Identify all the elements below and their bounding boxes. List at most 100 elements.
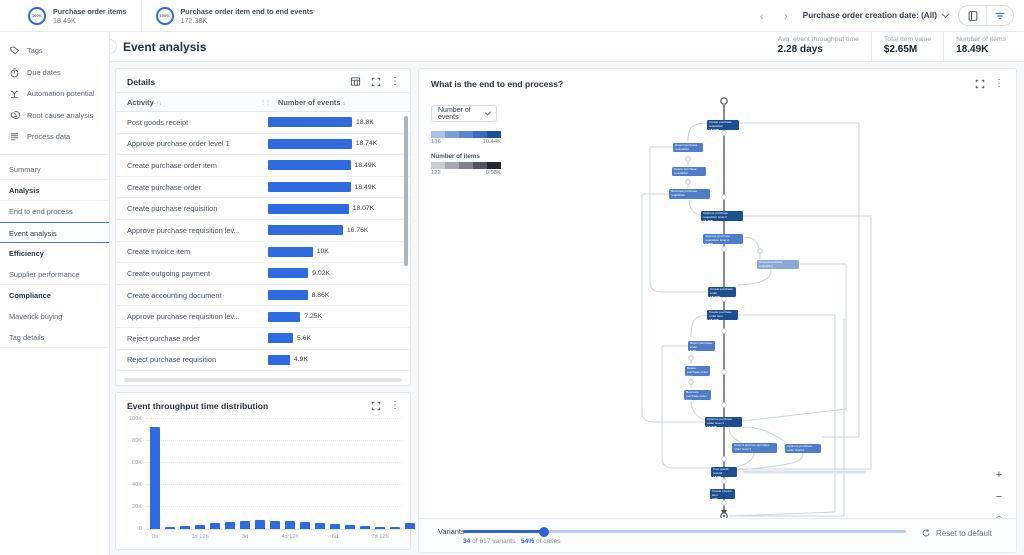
expand-icon[interactable]: [370, 76, 381, 87]
histogram-bar[interactable]: [374, 526, 386, 529]
table-row[interactable]: Create purchase requisition 18.07K: [116, 198, 410, 220]
node-value: 18.07K: [709, 127, 719, 130]
process-node-delete-purchase-order-item[interactable]: Delete purchase order item: [685, 366, 710, 376]
table-row[interactable]: Post goods receipt 18.8K: [116, 112, 410, 134]
filter-icon[interactable]: [986, 6, 1013, 25]
process-node-reject-purchase-order[interactable]: Reject purchase order 5.6K: [688, 341, 715, 351]
histogram-bar[interactable]: [314, 522, 326, 529]
column-number-of-events[interactable]: Number of events ↓: [278, 97, 346, 107]
histogram-bar[interactable]: [329, 524, 341, 529]
bar: [268, 182, 351, 193]
metric-select[interactable]: Number of events: [431, 105, 497, 122]
bar: [268, 138, 352, 149]
process-node-amend-approve-purchase-order-level-1[interactable]: Amend approve purchase order level 1: [732, 443, 777, 453]
throughput-chart: 0 20K 40K 60K 80K 100K 0s 1d 12h 3d 4d 12h 6d 7d 12…: [129, 416, 416, 546]
process-graph[interactable]: Create purchase requisition 18.07K Reject …: [419, 69, 1016, 552]
sidebar-item-supplier-performance[interactable]: Supplier performance: [0, 264, 109, 285]
table-row[interactable]: Approve purchase requisition lev... 16.76…: [116, 220, 410, 242]
top-bar: 100% Purchase order items 18.49K 100% Pu…: [0, 0, 1024, 32]
activity-cell: Post goods receipt: [127, 117, 189, 127]
sidebar-tool-process-data[interactable]: Process data: [0, 126, 109, 148]
sidebar-tool-automation-potential[interactable]: Automation potential: [0, 83, 109, 105]
node-label: Approve purchase order level 1: [707, 417, 733, 425]
histogram-bar[interactable]: [150, 426, 161, 529]
histogram-bar[interactable]: [284, 521, 296, 529]
process-node-amend-purchase-requisition[interactable]: Amend purchase requisition: [757, 260, 799, 269]
histogram-bar[interactable]: [389, 527, 401, 529]
process-node-recreate-purchase-order-item[interactable]: Recreate purchase order item: [684, 390, 711, 400]
histogram-bar[interactable]: [194, 524, 206, 529]
kpi-end-to-end-events[interactable]: 100% Purchase order item end to end even…: [140, 0, 328, 31]
process-node-approve-purchase-order-level-1[interactable]: Approve purchase order level 1 18.74K: [705, 417, 742, 427]
chevron-left-icon[interactable]: ‹: [759, 8, 764, 23]
variants-slider-thumb[interactable]: [539, 526, 549, 537]
histogram-bar[interactable]: [344, 524, 356, 529]
table-row[interactable]: Create purchase order 18.49K: [116, 177, 410, 199]
process-node-create-invoice-item[interactable]: Create invoice item 10K: [710, 489, 735, 499]
expand-icon[interactable]: [370, 400, 381, 411]
sidebar-tool-due-dates[interactable]: Due dates: [0, 62, 109, 84]
zoom-out-button[interactable]: −: [995, 491, 1003, 503]
histogram-bar[interactable]: [359, 525, 371, 529]
sidebar-item-maverick-buying[interactable]: Maverick buying: [9, 311, 63, 321]
sidebar-item-end-to-end-process[interactable]: End to end process: [9, 206, 73, 216]
horizontal-scrollbar[interactable]: [124, 378, 402, 382]
variants-slider[interactable]: [463, 526, 906, 537]
kebab-menu-icon[interactable]: ⋮: [390, 400, 400, 411]
sheets-icon[interactable]: [959, 6, 986, 25]
node-label: Delete purchase order item: [687, 366, 708, 376]
table-row[interactable]: Approve purchase requisition lev... 7.25K: [116, 306, 410, 328]
root-cause-icon: [9, 110, 20, 121]
zoom-in-button[interactable]: +: [995, 469, 1003, 481]
table-row[interactable]: Create accounting document 8.86K: [116, 285, 410, 307]
expand-icon[interactable]: [974, 78, 985, 89]
column-drag-handle[interactable]: ⋮⋮: [260, 99, 271, 106]
process-node-recreate-purchase-requisition[interactable]: Recreate purchase requisition: [669, 189, 710, 199]
kpi-label: Purchase order item end to end events: [180, 6, 314, 16]
sidebar-item-compliance[interactable]: Compliance: [9, 290, 51, 300]
vertical-scrollbar[interactable]: [404, 116, 408, 266]
kpi-purchase-order-items[interactable]: 100% Purchase order items 18.49K: [14, 0, 141, 31]
table-row[interactable]: Create invoice item 10K: [116, 242, 410, 264]
histogram-bar[interactable]: [164, 527, 176, 529]
process-node-delete-purchase-requisition[interactable]: Delete purchase requisition: [672, 167, 706, 176]
histogram-bar[interactable]: [239, 520, 251, 529]
page-header: ‹ Event analysis Avg. event throughput t…: [102, 32, 1024, 62]
date-filter-dropdown[interactable]: Purchase order creation date: (All): [803, 10, 950, 20]
table-row[interactable]: Reject purchase requisition 4.9K: [116, 350, 410, 372]
histogram-bar[interactable]: [299, 522, 311, 529]
process-node-create-purchase-order[interactable]: Create purchase order 18.49K: [708, 287, 736, 297]
chevron-right-icon[interactable]: ›: [783, 8, 788, 23]
sidebar-item-tag-details[interactable]: Tag details: [0, 327, 109, 348]
sidebar-tool-tags[interactable]: Tags: [0, 40, 109, 62]
histogram-bar[interactable]: [404, 522, 416, 529]
process-node-create-purchase-requisition[interactable]: Create purchase requisition 18.07K: [707, 120, 739, 130]
histogram-bar[interactable]: [179, 526, 191, 529]
histogram-bar[interactable]: [269, 520, 281, 529]
table-row[interactable]: Create outgoing payment 9.02K: [116, 263, 410, 285]
sidebar-item-analysis[interactable]: Analysis: [0, 180, 109, 201]
x-axis-tick: 7d 12h: [371, 534, 389, 540]
table-row[interactable]: Approve purchase order level 1 18.74K: [116, 134, 410, 156]
process-node-approve-purchase-requisition-level-1[interactable]: Approve purchase requisition level 1 16.7…: [701, 211, 743, 221]
histogram-bar[interactable]: [254, 520, 266, 529]
process-node-post-goods-receipt[interactable]: Post goods receipt 18.8K: [711, 467, 737, 477]
table-view-icon[interactable]: [350, 76, 361, 87]
table-row[interactable]: Reject purchase order 5.6K: [116, 328, 410, 350]
node-label: Recreate purchase order item: [686, 390, 707, 400]
kebab-menu-icon[interactable]: ⋮: [390, 76, 400, 87]
process-node-create-purchase-order-item[interactable]: Create purchase order item 18.49K: [707, 310, 738, 320]
sidebar-item-efficiency[interactable]: Efficiency: [9, 248, 44, 258]
kebab-menu-icon[interactable]: ⋮: [994, 78, 1004, 89]
process-node-approve-purchase-requisition-level-2[interactable]: Approve purchase requisition level 2 7.25…: [703, 234, 743, 244]
sidebar-item-summary[interactable]: Summary: [0, 159, 109, 180]
reset-to-default-button[interactable]: Reset to default: [921, 528, 992, 538]
sidebar-item-event-analysis[interactable]: Event analysis: [0, 221, 109, 243]
sidebar-tool-root-cause-analysis[interactable]: Root cause analysis: [0, 105, 109, 127]
histogram-bar[interactable]: [224, 521, 236, 529]
table-row[interactable]: Create purchase order item 18.49K: [116, 155, 410, 177]
process-node-approve-purchase-order-level-2[interactable]: Approve purchase order level 2: [785, 444, 821, 453]
histogram-bar[interactable]: [209, 522, 221, 529]
column-activity[interactable]: Activity ↑↓: [127, 97, 162, 107]
